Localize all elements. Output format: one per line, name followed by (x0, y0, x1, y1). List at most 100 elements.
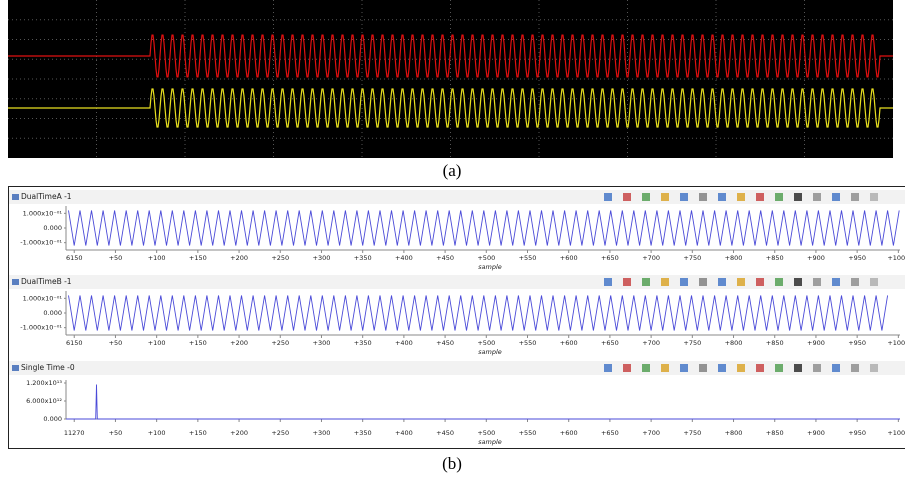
toolbar-button[interactable] (775, 364, 783, 372)
x-tick-label: +400 (395, 429, 413, 437)
x-tick-label: +500 (477, 339, 495, 347)
x-tick-label: +1000 (887, 254, 905, 262)
toolbar-button[interactable] (718, 193, 726, 201)
toolbar-button[interactable] (604, 193, 612, 201)
toolbar-button[interactable] (870, 278, 878, 286)
toolbar-button[interactable] (832, 364, 840, 372)
x-tick-label: +1000 (887, 339, 905, 347)
toolbar-button[interactable] (604, 278, 612, 286)
toolbar-button[interactable] (718, 364, 726, 372)
y-tick-label: 6.000x10¹² (26, 397, 62, 405)
x-tick-label: +750 (683, 339, 701, 347)
x-tick-label: +650 (601, 254, 619, 262)
x-axis-label: sample (478, 348, 502, 356)
x-tick-label: +100 (148, 254, 166, 262)
x-tick-label: +850 (766, 429, 784, 437)
toolbar-button[interactable] (661, 193, 669, 201)
x-tick-label: +850 (766, 339, 784, 347)
toolbar-button[interactable] (870, 193, 878, 201)
toolbar-button[interactable] (851, 193, 859, 201)
x-tick-label: +350 (354, 339, 372, 347)
x-tick-label: +950 (848, 254, 866, 262)
x-tick-label: +150 (189, 254, 207, 262)
toolbar-button[interactable] (832, 193, 840, 201)
toolbar-button[interactable] (870, 364, 878, 372)
y-tick-label: 0.000 (43, 309, 62, 317)
x-tick-label: +250 (271, 339, 289, 347)
x-axis-label: sample (478, 438, 502, 446)
toolbar-button[interactable] (813, 364, 821, 372)
toolbar-button[interactable] (642, 364, 650, 372)
panel-icon (12, 279, 19, 285)
x-tick-label: +150 (189, 429, 207, 437)
x-tick-label: +550 (519, 254, 537, 262)
toolbar-button[interactable] (756, 364, 764, 372)
x-tick-label: +450 (436, 429, 454, 437)
toolbar-button[interactable] (775, 278, 783, 286)
x-tick-label: +50 (109, 429, 123, 437)
x-tick-label: +300 (313, 429, 331, 437)
x-tick-label: +50 (109, 254, 123, 262)
x-tick-label: +950 (848, 429, 866, 437)
toolbar-button[interactable] (718, 278, 726, 286)
toolbar-button[interactable] (737, 364, 745, 372)
toolbar-button[interactable] (680, 364, 688, 372)
x-tick-label: 11270 (64, 429, 85, 437)
y-tick-label: -1.000x10⁻⁰¹ (20, 324, 62, 332)
x-tick-label: +750 (683, 254, 701, 262)
toolbar-button[interactable] (623, 364, 631, 372)
toolbar-button[interactable] (623, 278, 631, 286)
x-axis-label: sample (478, 263, 502, 271)
toolbar-button[interactable] (699, 364, 707, 372)
y-tick-label: 1.200x10¹³ (26, 379, 62, 387)
toolbar-button[interactable] (642, 278, 650, 286)
y-tick-label: -1.000x10⁻⁰¹ (20, 239, 62, 247)
toolbar-button[interactable] (661, 364, 669, 372)
panel-title: DualTimeB -1 (21, 277, 72, 286)
x-tick-label: +450 (436, 339, 454, 347)
x-tick-label: +900 (807, 339, 825, 347)
toolbar-button[interactable] (813, 278, 821, 286)
toolbar-button[interactable] (813, 193, 821, 201)
toolbar-button[interactable] (756, 278, 764, 286)
x-tick-label: +700 (642, 254, 660, 262)
panel-header (9, 190, 905, 204)
toolbar-button[interactable] (794, 364, 802, 372)
toolbar-button[interactable] (699, 193, 707, 201)
panel-icon (12, 365, 19, 371)
x-tick-label: +600 (560, 429, 578, 437)
toolbar-button[interactable] (851, 364, 859, 372)
x-tick-label: +450 (436, 254, 454, 262)
x-tick-label: 6150 (66, 254, 83, 262)
toolbar-button[interactable] (642, 193, 650, 201)
panel-title: DualTimeA -1 (21, 192, 72, 201)
x-tick-label: +200 (230, 339, 248, 347)
x-tick-label: +900 (807, 254, 825, 262)
panel-icon (12, 194, 19, 200)
x-tick-label: +950 (848, 339, 866, 347)
toolbar-button[interactable] (832, 278, 840, 286)
x-tick-label: +1000 (887, 429, 905, 437)
toolbar-button[interactable] (661, 278, 669, 286)
toolbar-button[interactable] (680, 193, 688, 201)
toolbar-button[interactable] (604, 364, 612, 372)
x-tick-label: +750 (683, 429, 701, 437)
toolbar-button[interactable] (794, 193, 802, 201)
toolbar-button[interactable] (680, 278, 688, 286)
x-tick-label: +350 (354, 254, 372, 262)
x-tick-label: +200 (230, 429, 248, 437)
panel-header (9, 361, 905, 375)
toolbar-button[interactable] (851, 278, 859, 286)
x-tick-label: +400 (395, 254, 413, 262)
toolbar-button[interactable] (737, 278, 745, 286)
x-tick-label: +900 (807, 429, 825, 437)
x-tick-label: +800 (725, 254, 743, 262)
toolbar-button[interactable] (699, 278, 707, 286)
toolbar-button[interactable] (794, 278, 802, 286)
toolbar-button[interactable] (737, 193, 745, 201)
x-tick-label: +650 (601, 429, 619, 437)
toolbar-button[interactable] (623, 193, 631, 201)
toolbar-button[interactable] (756, 193, 764, 201)
panel-title: Single Time -0 (21, 363, 75, 372)
toolbar-button[interactable] (775, 193, 783, 201)
